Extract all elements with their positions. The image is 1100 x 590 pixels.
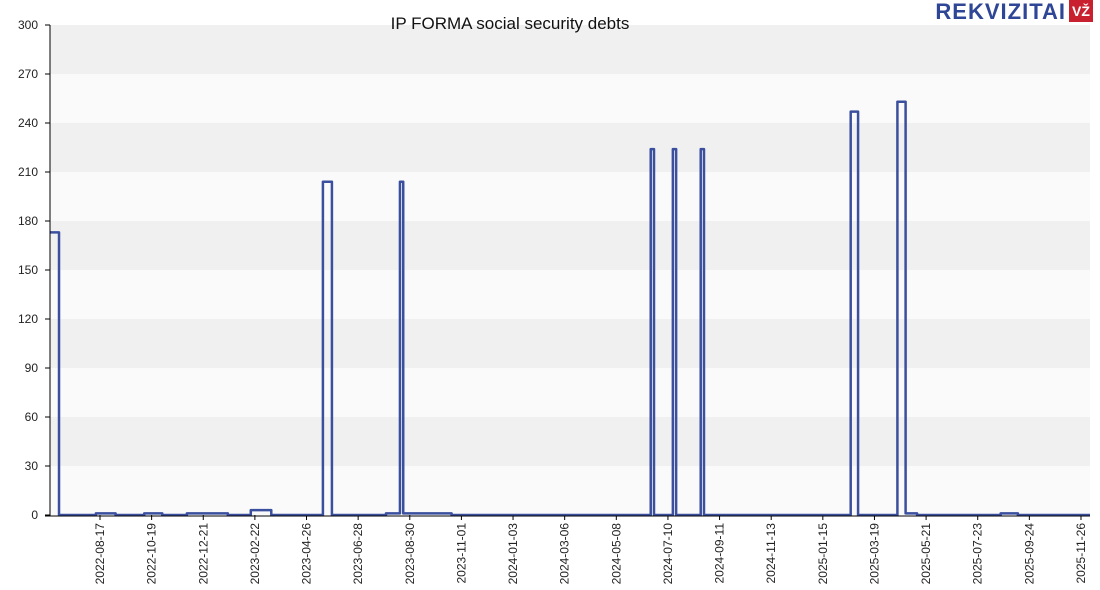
x-tick-label: 2022-10-19	[145, 523, 159, 585]
y-axis-ticks: 0 30 60 90 120 150 180 210 240 270 300	[18, 18, 50, 522]
x-tick-label: 2023-06-28	[351, 523, 365, 585]
y-tick-label: 120	[18, 312, 38, 326]
brand-logo: REKVIZITAI VŽ	[935, 0, 1093, 24]
series-line	[50, 100, 1090, 517]
x-axis-ticks: 2022-08-17 2022-10-19 2022-12-21 2023-02-22…	[93, 515, 1088, 584]
grid-band	[50, 172, 1090, 221]
x-tick-label: 2024-11-13	[764, 523, 778, 584]
y-tick-label: 60	[25, 410, 39, 424]
y-tick-label: 180	[18, 214, 38, 228]
x-tick-label: 2025-11-26	[1074, 523, 1088, 584]
y-tick-label: 30	[25, 459, 39, 473]
x-tick-label: 2025-05-21	[919, 523, 933, 585]
grid-band	[50, 123, 1090, 172]
x-tick-label: 2025-09-24	[1022, 523, 1036, 585]
grid-band	[50, 25, 1090, 74]
x-tick-label: 2023-02-22	[248, 523, 262, 585]
y-tick-label: 150	[18, 263, 38, 277]
brand-badge-text: VŽ	[1072, 2, 1090, 19]
x-tick-label: 2022-08-17	[93, 523, 107, 585]
grid-band	[50, 74, 1090, 123]
y-tick-label: 0	[31, 508, 38, 522]
x-tick-label: 2025-07-23	[971, 523, 985, 585]
grid-band	[50, 270, 1090, 319]
x-tick-label: 2022-12-21	[196, 523, 210, 585]
y-tick-label: 90	[25, 361, 39, 375]
y-tick-label: 240	[18, 116, 38, 130]
brand-badge	[1069, 0, 1093, 22]
x-tick-label: 2024-05-08	[609, 523, 623, 585]
x-tick-label: 2024-07-10	[661, 523, 675, 585]
x-tick-label: 2024-01-03	[506, 523, 520, 585]
grid-band	[50, 319, 1090, 368]
grid-band	[50, 417, 1090, 466]
brand-name: REKVIZITAI	[935, 0, 1066, 24]
y-tick-label: 270	[18, 67, 38, 81]
x-tick-label: 2023-11-01	[454, 523, 468, 584]
x-tick-label: 2023-08-30	[403, 523, 417, 585]
y-tick-label: 300	[18, 18, 38, 32]
grid-band	[50, 466, 1090, 515]
x-tick-label: 2025-01-15	[816, 523, 830, 585]
y-tick-label: 210	[18, 165, 38, 179]
grid-band	[50, 221, 1090, 270]
x-tick-label: 2024-03-06	[558, 523, 572, 585]
x-tick-label: 2023-04-26	[300, 523, 314, 585]
grid-band	[50, 368, 1090, 417]
x-tick-label: 2025-03-19	[867, 523, 881, 585]
chart-title: IP FORMA social security debts	[391, 14, 630, 33]
x-tick-label: 2024-09-11	[713, 523, 727, 584]
grid-bands	[50, 25, 1090, 515]
